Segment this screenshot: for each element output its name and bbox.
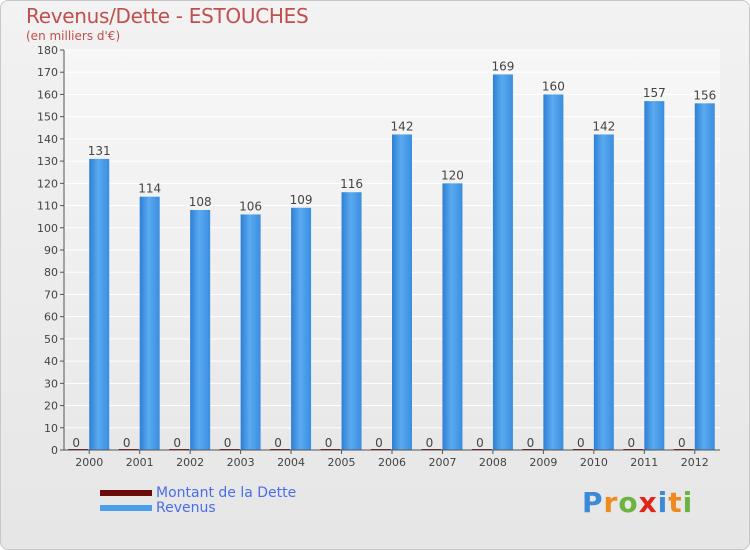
x-tick-label: 2008 xyxy=(479,456,507,469)
data-label-dette: 0 xyxy=(577,436,585,450)
y-tick-label: 150 xyxy=(37,111,58,124)
data-label-dette: 0 xyxy=(426,436,434,450)
y-tick-label: 60 xyxy=(44,311,58,324)
bar-revenus xyxy=(139,196,160,450)
proxiti-logo: Proxiti xyxy=(582,486,693,519)
bar-revenus xyxy=(492,74,513,450)
logo-letter: r xyxy=(603,486,619,519)
x-tick-label: 2006 xyxy=(378,456,406,469)
x-tick-label: 2002 xyxy=(176,456,204,469)
axes xyxy=(60,49,720,454)
data-label-revenus: 106 xyxy=(239,199,262,213)
data-label-revenus: 114 xyxy=(138,182,161,196)
data-label-dette: 0 xyxy=(224,436,232,450)
data-label-revenus: 156 xyxy=(693,88,716,102)
x-tick-label: 2010 xyxy=(580,456,608,469)
y-tick-label: 70 xyxy=(44,288,58,301)
legend-swatch-dette xyxy=(100,490,152,496)
bar-revenus xyxy=(291,207,312,450)
data-label-revenus: 131 xyxy=(88,144,111,158)
y-tick-label: 130 xyxy=(37,155,58,168)
legend-label-dette: Montant de la Dette xyxy=(156,485,297,501)
bar-revenus xyxy=(442,183,463,451)
logo-letter: x xyxy=(638,486,658,519)
bar-revenus xyxy=(240,214,261,450)
data-label-revenus: 120 xyxy=(441,168,464,182)
y-tick-label: 30 xyxy=(44,377,58,390)
data-label-dette: 0 xyxy=(627,436,635,450)
logo-letter: o xyxy=(618,486,639,519)
y-tick-label: 50 xyxy=(44,333,58,346)
y-tick-label: 140 xyxy=(37,133,58,146)
data-label-revenus: 169 xyxy=(491,59,514,73)
chart-subtitle: (en milliers d'€) xyxy=(26,29,121,43)
y-tick-label: 160 xyxy=(37,88,58,101)
bar-revenus xyxy=(341,192,362,450)
logo-letter: t xyxy=(668,486,683,519)
x-tick-label: 2007 xyxy=(428,456,456,469)
data-label-dette: 0 xyxy=(123,436,131,450)
bar-revenus xyxy=(593,134,614,450)
y-tick-label: 10 xyxy=(44,422,58,435)
data-label-revenus: 108 xyxy=(189,195,212,209)
data-label-revenus: 116 xyxy=(340,177,363,191)
data-label-dette: 0 xyxy=(325,436,333,450)
data-label-revenus: 142 xyxy=(391,119,414,133)
chart-title: Revenus/Dette - ESTOUCHES xyxy=(26,4,309,28)
data-label-revenus: 142 xyxy=(592,119,615,133)
y-tick-label: 100 xyxy=(37,222,58,235)
x-tick-label: 2004 xyxy=(277,456,305,469)
legend-swatch-revenus xyxy=(100,505,152,511)
data-label-dette: 0 xyxy=(173,436,181,450)
x-tick-label: 2009 xyxy=(529,456,557,469)
legend-label-revenus: Revenus xyxy=(156,500,216,516)
labels-group: 0 10 20 30 40 50 60 70 80 90 100 110 120 130 140 150 160… xyxy=(37,44,716,469)
x-tick-label: 2011 xyxy=(630,456,658,469)
data-label-dette: 0 xyxy=(274,436,282,450)
data-label-dette: 0 xyxy=(375,436,383,450)
x-tick-label: 2000 xyxy=(75,456,103,469)
bar-revenus xyxy=(644,101,665,450)
data-label-dette: 0 xyxy=(72,436,80,450)
data-label-dette: 0 xyxy=(476,436,484,450)
y-tick-label: 170 xyxy=(37,66,58,79)
bars-group xyxy=(68,74,715,451)
bar-revenus xyxy=(392,134,412,450)
x-tick-label: 2012 xyxy=(681,456,709,469)
bar-revenus xyxy=(190,210,211,450)
logo-letter: P xyxy=(582,486,604,519)
data-label-dette: 0 xyxy=(527,436,535,450)
logo-letter: i xyxy=(657,486,669,519)
data-label-dette: 0 xyxy=(678,436,686,450)
y-tick-label: 80 xyxy=(44,266,58,279)
x-tick-label: 2001 xyxy=(126,456,154,469)
bar-revenus xyxy=(694,103,715,450)
y-tick-label: 110 xyxy=(37,200,58,213)
y-tick-label: 90 xyxy=(44,244,58,257)
y-tick-label: 0 xyxy=(51,444,58,457)
y-tick-label: 180 xyxy=(37,44,58,57)
logo-letter: i xyxy=(682,486,694,519)
y-tick-label: 40 xyxy=(44,355,58,368)
data-label-revenus: 109 xyxy=(290,193,313,207)
data-label-revenus: 160 xyxy=(542,79,565,93)
x-tick-label: 2005 xyxy=(328,456,356,469)
bar-revenus xyxy=(89,158,110,450)
y-tick-label: 120 xyxy=(37,177,58,190)
x-tick-label: 2003 xyxy=(227,456,255,469)
data-label-revenus: 157 xyxy=(643,86,666,100)
y-tick-label: 20 xyxy=(44,400,58,413)
bar-revenus xyxy=(543,94,564,450)
